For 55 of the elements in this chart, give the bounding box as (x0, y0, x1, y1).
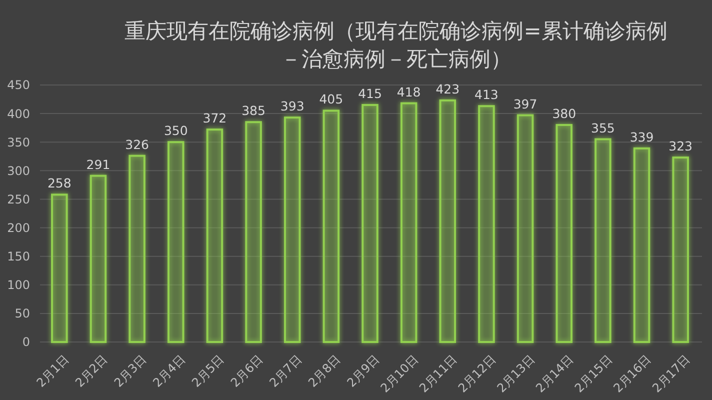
x-tick-label: 2月5日 (189, 352, 227, 390)
data-label: 385 (242, 103, 266, 118)
y-tick-label: 400 (7, 106, 30, 121)
bar (128, 154, 146, 343)
y-tick-label: 100 (7, 278, 30, 292)
y-tick-label: 250 (7, 192, 30, 206)
bar (400, 102, 418, 343)
data-label: 323 (668, 138, 693, 154)
data-label: 413 (474, 87, 498, 102)
chart-title: 重庆现有在院确诊病例（现有在院确诊病例=累计确诊病例－治愈病例－死亡病例） (124, 19, 668, 71)
y-tick-label: 300 (7, 164, 30, 178)
y-tick-label: 150 (7, 250, 30, 264)
data-label: 326 (125, 136, 150, 152)
bar (90, 174, 107, 343)
bar (439, 99, 456, 343)
bar (478, 105, 495, 343)
x-tick-label: 2月3日 (111, 352, 150, 390)
data-label: 423 (436, 81, 460, 96)
bar (168, 141, 184, 343)
data-label: 258 (47, 176, 72, 191)
x-tick-label: 2月6日 (228, 352, 266, 390)
data-label: 393 (280, 98, 304, 114)
x-tick-label: 2月7日 (266, 352, 304, 390)
data-label: 355 (591, 120, 615, 136)
bar (51, 194, 68, 343)
x-tick-label: 2月15日 (572, 352, 615, 396)
x-tick-label: 2月2日 (72, 352, 110, 390)
data-label: 339 (630, 129, 654, 144)
y-tick-label: 450 (7, 78, 30, 92)
x-tick-label: 2月4日 (150, 352, 188, 390)
bar (362, 104, 378, 343)
y-tick-label: 350 (7, 135, 30, 150)
bar (633, 147, 650, 343)
data-label: 291 (86, 156, 110, 172)
data-label: 372 (202, 110, 227, 126)
y-tick-label: 0 (22, 335, 30, 350)
data-label: 397 (513, 96, 538, 112)
bar (206, 128, 224, 343)
bar (594, 138, 612, 343)
x-tick-label: 2月17日 (650, 352, 693, 396)
data-label: 380 (552, 106, 576, 121)
bar (284, 116, 301, 343)
bar (516, 114, 534, 343)
x-tick-label: 2月8日 (306, 352, 344, 390)
y-tick-label: 200 (7, 220, 30, 235)
data-label: 418 (396, 84, 421, 100)
data-label: 405 (319, 92, 344, 107)
y-tick-label: 50 (14, 306, 30, 321)
bar (556, 124, 572, 343)
x-tick-label: 2月1日 (34, 352, 72, 390)
bar (245, 121, 262, 343)
data-label: 415 (358, 86, 382, 101)
data-label: 350 (164, 123, 188, 138)
bar (672, 156, 689, 343)
bar (322, 110, 340, 343)
